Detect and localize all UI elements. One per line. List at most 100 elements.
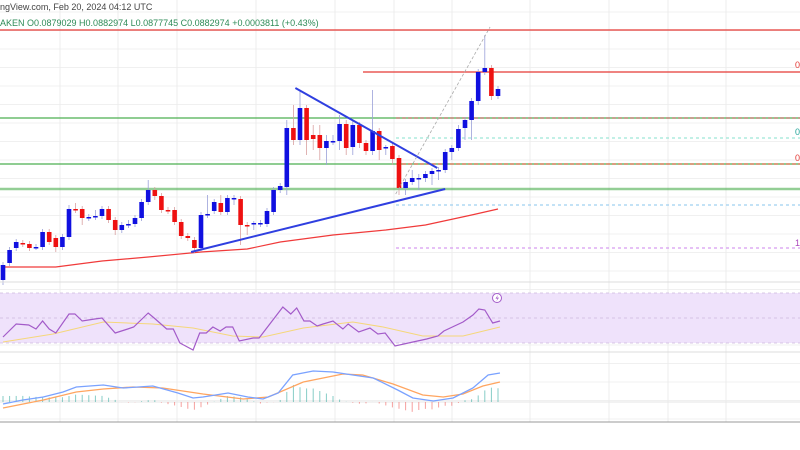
candle [489, 65, 494, 100]
candle-body [330, 141, 336, 143]
candle [363, 140, 369, 155]
candle [330, 135, 336, 145]
candle [119, 222, 125, 233]
candle [159, 193, 164, 213]
candle-body [106, 209, 111, 220]
candle [0, 262, 6, 285]
candle-body [475, 72, 481, 101]
candle-body [132, 218, 138, 224]
candle [310, 125, 316, 150]
candle-body [119, 225, 125, 230]
candle-body [7, 250, 12, 263]
candle [238, 196, 243, 245]
candle-body [258, 223, 263, 225]
candle [436, 167, 441, 180]
fib-guide [395, 26, 491, 195]
candle-body [99, 209, 105, 216]
candle-body [112, 220, 118, 230]
candle [172, 207, 177, 225]
candle [423, 171, 428, 182]
candle [66, 205, 72, 240]
candle-body [172, 210, 177, 222]
candle [86, 214, 92, 221]
candle [251, 221, 257, 230]
candle [456, 125, 461, 151]
candle [53, 235, 59, 252]
candle [205, 195, 210, 218]
candle [73, 203, 78, 213]
price-label-resistance: 0 [795, 60, 800, 70]
candle-body [238, 199, 243, 225]
candle-body [211, 202, 217, 211]
macd-line [2, 370, 501, 405]
candle [40, 229, 45, 250]
candle [231, 195, 237, 205]
candle-body [357, 125, 362, 143]
candle-body [264, 211, 270, 224]
candle-body [423, 174, 428, 178]
candle [132, 215, 138, 227]
candle [126, 220, 131, 228]
candle-body [271, 190, 276, 212]
candle [304, 105, 309, 155]
candle-body [73, 209, 78, 211]
candle [139, 199, 144, 221]
macd-signal-line [2, 373, 501, 409]
candle-body [225, 198, 230, 212]
candle-body [13, 242, 19, 248]
candle [449, 145, 455, 160]
candle [390, 143, 395, 165]
candle [27, 241, 32, 251]
candle-body [251, 223, 257, 225]
rsi-line [2, 306, 501, 351]
candle [244, 222, 250, 235]
candle-body [40, 232, 45, 247]
candle-body [20, 243, 26, 245]
candle-body [409, 178, 415, 182]
candle-body [178, 222, 184, 236]
rsi-ma-line [2, 321, 501, 343]
candle [165, 207, 171, 214]
candle [291, 105, 296, 145]
bullish-trendline [190, 188, 446, 253]
candle-body [489, 68, 494, 96]
candle-body [159, 196, 164, 210]
candle [475, 69, 481, 105]
candle [277, 183, 283, 193]
candle-body [495, 89, 501, 96]
candle-body [436, 170, 441, 172]
candle-body [198, 215, 204, 248]
candle-body [79, 209, 85, 218]
candle-body [469, 101, 474, 120]
candle-body [416, 178, 422, 180]
candle [337, 115, 342, 150]
candle-body [376, 131, 382, 150]
candle-body [86, 217, 92, 219]
candle-body [53, 238, 59, 247]
candle [383, 145, 389, 155]
candle-body [390, 146, 395, 159]
candle-body [244, 225, 250, 227]
candle-body [370, 131, 375, 151]
candle [343, 120, 349, 155]
candle-body [192, 240, 197, 248]
candle [357, 122, 362, 148]
candle-body [66, 209, 72, 237]
candle [20, 240, 26, 247]
candle [264, 208, 270, 227]
candle [429, 168, 435, 185]
candle-body [310, 135, 316, 139]
candle [409, 170, 415, 185]
candle [46, 229, 52, 245]
candle-body [126, 224, 131, 226]
candle [79, 206, 85, 225]
candle-body [284, 128, 290, 187]
candle-body [0, 265, 6, 280]
candle-body [350, 125, 356, 147]
candle [145, 180, 151, 205]
candle [60, 234, 65, 250]
candle-body [449, 148, 455, 152]
candle [462, 117, 468, 140]
candle [178, 219, 184, 239]
